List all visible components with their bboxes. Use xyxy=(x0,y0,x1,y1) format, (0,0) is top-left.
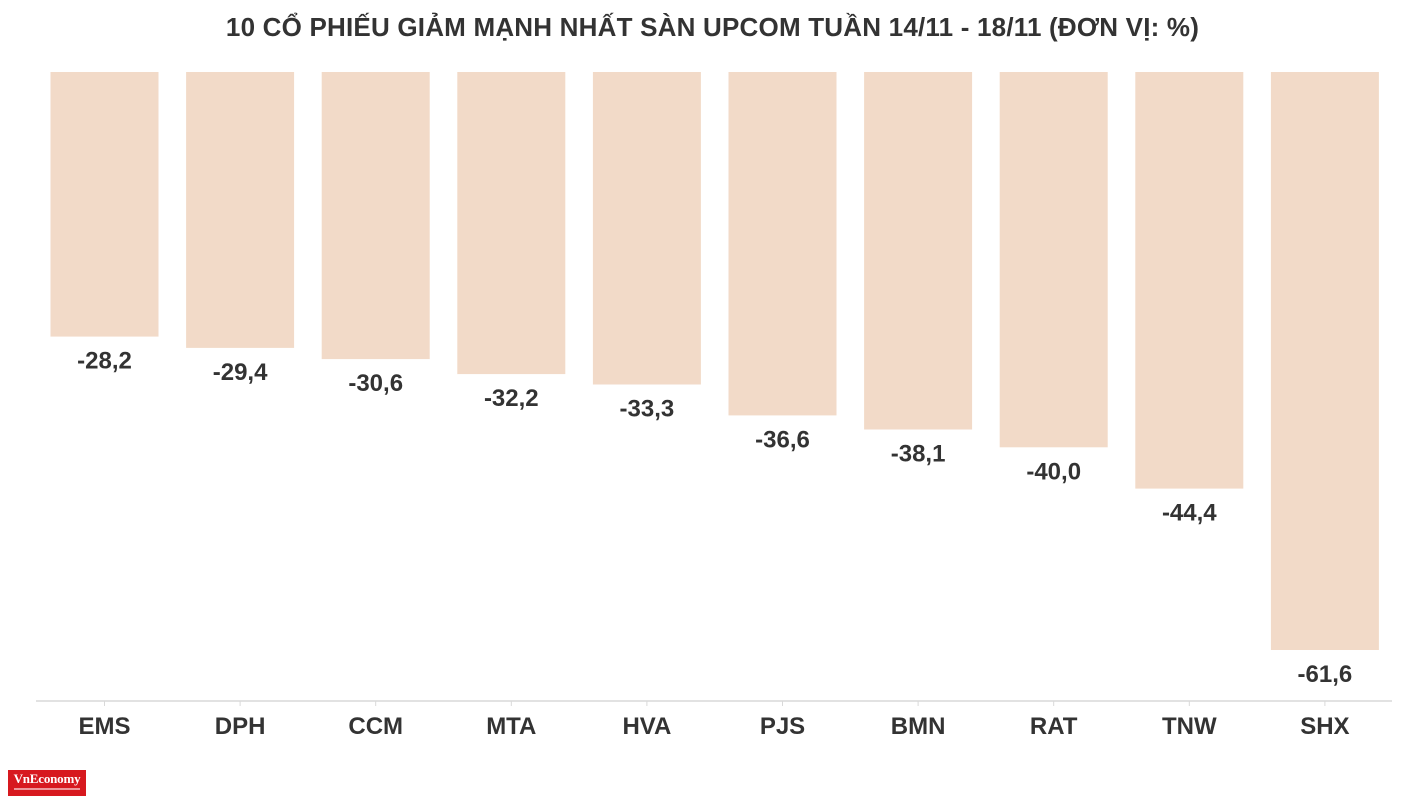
value-label: -32,2 xyxy=(484,385,539,412)
category-label: PJS xyxy=(760,713,805,740)
bar-rat xyxy=(999,72,1108,448)
value-label: -44,4 xyxy=(1162,500,1217,527)
category-label: DPH xyxy=(215,713,266,740)
value-label: -33,3 xyxy=(620,396,675,423)
bar-mta xyxy=(457,72,566,375)
category-label: RAT xyxy=(1030,713,1078,740)
bar-pjs xyxy=(728,72,837,416)
bar-dph xyxy=(186,72,295,348)
category-label: EMS xyxy=(78,713,130,740)
bar-hva xyxy=(592,72,701,385)
bar-ems xyxy=(50,72,159,337)
bar-ccm xyxy=(321,72,430,360)
category-label: TNW xyxy=(1162,713,1217,740)
logo-underline xyxy=(14,788,80,790)
logo-text: VnEconomy xyxy=(13,771,81,786)
category-label: HVA xyxy=(622,713,671,740)
value-label: -28,2 xyxy=(77,348,132,375)
category-label: SHX xyxy=(1300,713,1349,740)
value-label: -40,0 xyxy=(1026,458,1081,485)
category-label: BMN xyxy=(891,713,946,740)
vneconomy-logo: VnEconomy xyxy=(8,770,86,796)
value-label: -30,6 xyxy=(348,370,403,397)
category-label: MTA xyxy=(486,713,536,740)
chart-title: 10 CỔ PHIẾU GIẢM MẠNH NHẤT SÀN UPCOM TUẦ… xyxy=(225,12,1200,42)
bar-bmn xyxy=(864,72,973,430)
category-label: CCM xyxy=(348,713,403,740)
value-label: -29,4 xyxy=(213,359,268,386)
value-label: -36,6 xyxy=(755,426,810,453)
value-label: -38,1 xyxy=(891,441,946,468)
value-label: -61,6 xyxy=(1298,661,1353,688)
bar-tnw xyxy=(1135,72,1244,489)
bar-shx xyxy=(1270,72,1379,650)
